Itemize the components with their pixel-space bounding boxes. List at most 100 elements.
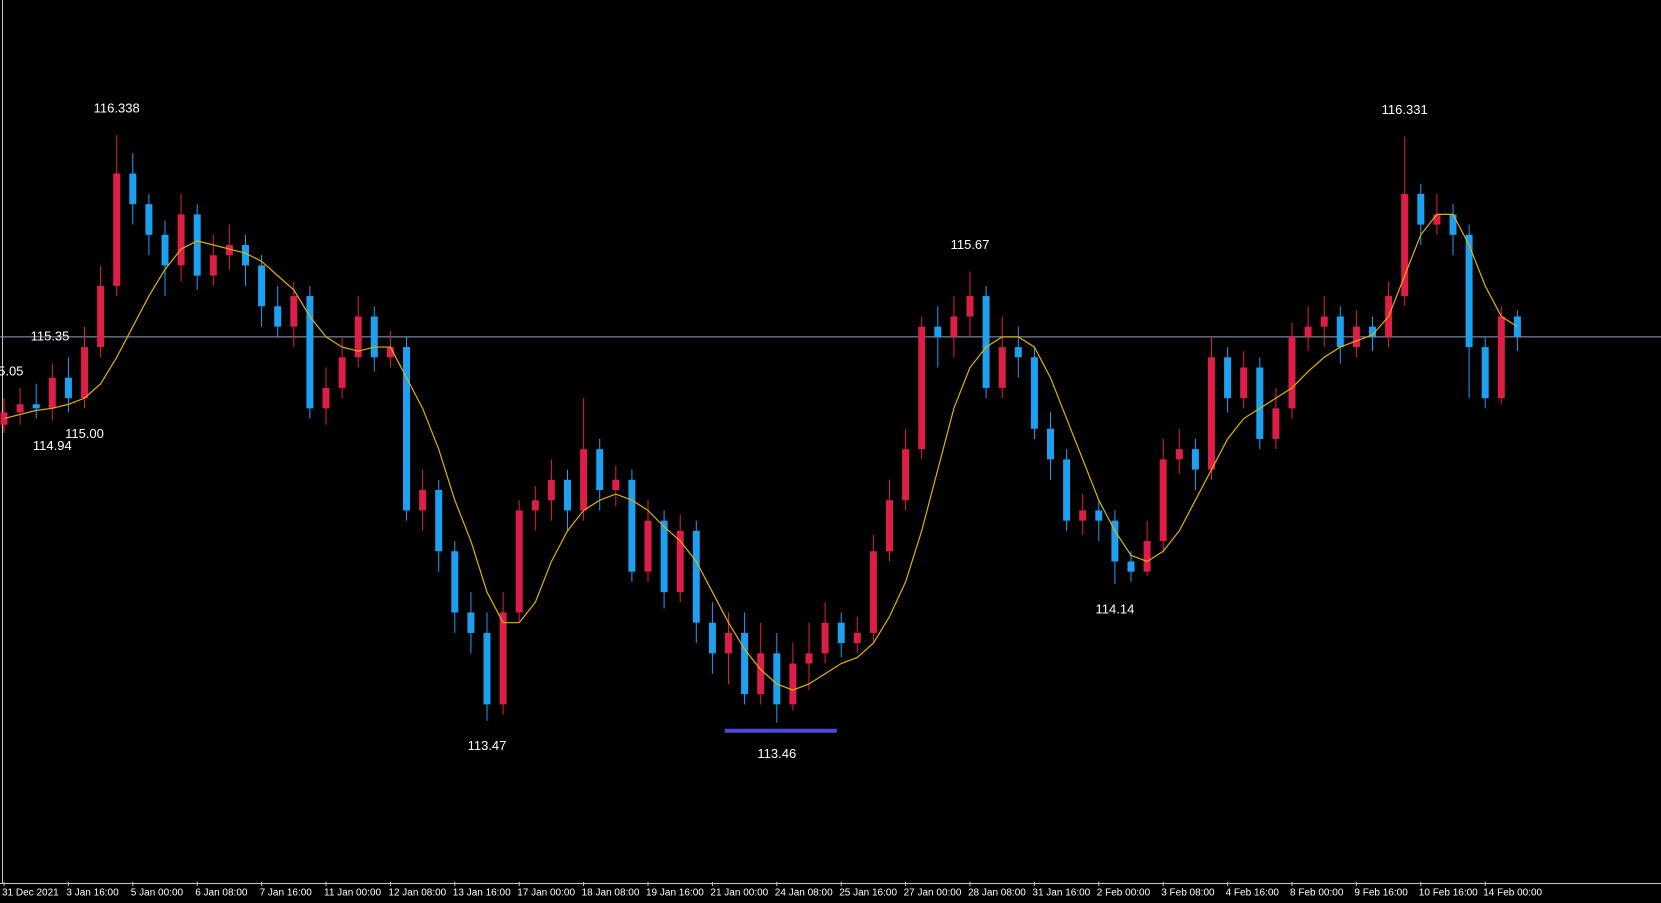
candle-body [1159,459,1167,542]
candle-body [580,449,588,511]
x-tick-label: 24 Jan 08:00 [775,888,833,899]
low-marker [724,728,837,733]
candle-body [1014,347,1022,358]
candle-body [451,551,459,613]
candle-body [966,296,974,317]
candle-body [1272,408,1280,439]
candle-body [274,306,282,327]
candle-body [1208,357,1215,470]
candle-body [113,173,121,286]
candle-body [258,265,266,307]
candle-body [499,612,507,705]
candle-body [322,387,330,409]
candle-body [1047,428,1054,460]
price-annotation: 113.47 [468,738,507,753]
x-tick-label: 12 Jan 08:00 [388,888,446,899]
x-tick-label: 9 Feb 16:00 [1354,888,1408,899]
x-tick-label: 31 Jan 16:00 [1032,888,1090,899]
candle-body [547,479,555,501]
candle-body [805,653,813,664]
candle-body [1175,449,1183,460]
x-tick-label: 3 Feb 08:00 [1161,888,1215,899]
candle-body [708,622,716,654]
candle-body [32,404,40,409]
candle-body [692,530,700,623]
price-annotation: 115.05 [0,364,23,379]
candle-body [483,632,491,705]
price-annotation: 115.67 [951,237,990,252]
candle-body [934,326,942,337]
candle-body [129,173,137,205]
candle-body [1369,326,1376,337]
candle-body [902,449,910,501]
candle-body [64,377,72,399]
candle-body [386,347,394,358]
candle-body [161,234,169,266]
candle-body [290,296,298,327]
candle-body [1513,316,1521,337]
candle-body [1127,561,1135,572]
x-tick-label: 4 Feb 16:00 [1226,888,1280,899]
price-annotation: 115.00 [65,426,104,441]
candle-body [1481,347,1489,399]
candle-body [403,347,410,511]
x-tick-label: 18 Jan 08:00 [582,888,640,899]
candle-body [531,500,539,511]
candle-body [1417,193,1425,225]
candle-body [225,245,233,256]
price-annotation: 116.331 [1382,102,1428,117]
x-tick-label: 8 Feb 00:00 [1290,888,1344,899]
x-tick-label: 7 Jan 16:00 [260,888,313,899]
candle-body [950,316,958,337]
candle-body [1401,193,1409,297]
x-tick-label: 25 Jan 16:00 [839,888,897,899]
candle-body [81,347,88,399]
candle-body [982,296,990,388]
candle-body [1143,541,1151,572]
candle-body [644,520,652,572]
candle-body [789,663,797,705]
candle-body [1497,316,1505,399]
candle-body [886,500,893,552]
candle-body [741,632,749,695]
x-tick-label: 10 Feb 16:00 [1419,888,1478,899]
candle-body [725,632,732,654]
candle-body [193,214,201,276]
candle-body [676,530,684,593]
candle-body [145,204,153,235]
x-tick-label: 14 Feb 00:00 [1483,888,1542,899]
candle-body [242,245,249,266]
candle-body [1030,357,1038,429]
x-tick-label: 21 Jan 00:00 [710,888,768,899]
x-tick-label: 5 Jan 00:00 [131,888,184,899]
candle-body [1465,234,1473,348]
candle-body [660,520,668,593]
price-line-label: 115.35 [31,328,70,343]
candle-body [1449,214,1457,235]
price-annotation: 113.46 [757,746,796,761]
x-tick-label: 28 Jan 08:00 [968,888,1026,899]
price-annotation: 114.14 [1096,601,1135,616]
candle-body [869,551,877,633]
x-tick-label: 13 Jan 16:00 [453,888,511,899]
candle-body [773,653,781,705]
candle-body [757,653,765,695]
candle-body [1433,214,1441,225]
x-tick-label: 3 Jan 16:00 [66,888,119,899]
candle-body [467,612,475,633]
candle-body [1063,459,1071,521]
candle-body [998,347,1006,388]
moving-average [3,213,1518,691]
x-tick-label: 6 Jan 08:00 [195,888,248,899]
candle-body [306,296,314,409]
candle-body [1095,510,1103,521]
candle-body [1224,357,1232,399]
candle-body [515,510,523,613]
candle-body [209,255,217,276]
x-tick-label: 11 Jan 00:00 [324,888,382,899]
price-annotation: 114.94 [33,438,72,453]
candle-body [837,622,845,644]
candle-body [853,632,861,644]
